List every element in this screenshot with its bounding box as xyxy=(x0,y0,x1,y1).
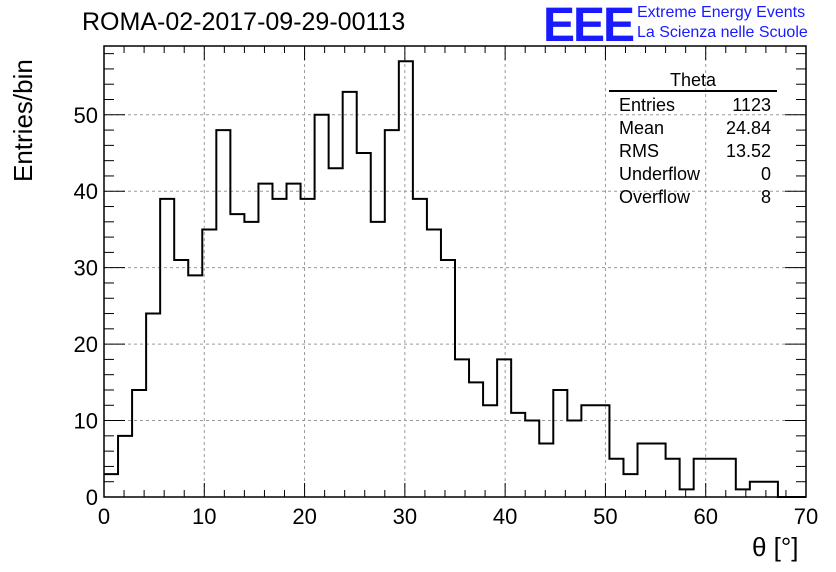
histogram-bar xyxy=(764,482,778,497)
y-axis-label: Entries/bin xyxy=(8,59,38,182)
histogram-bar xyxy=(609,459,623,497)
histogram-bar xyxy=(638,443,652,497)
histogram-bar xyxy=(329,168,343,497)
stats-row-underflow: Underflow 0 xyxy=(609,163,777,186)
histogram-bar xyxy=(357,153,371,497)
y-tick-label: 30 xyxy=(74,256,98,281)
y-tick-label: 10 xyxy=(74,409,98,434)
histogram-bar xyxy=(652,443,666,497)
histogram-bar xyxy=(272,199,286,497)
logo-caption: Extreme Energy Events La Scienza nelle S… xyxy=(637,3,808,43)
histogram-bar xyxy=(511,413,525,497)
histogram-bar xyxy=(750,482,764,497)
histogram-bar xyxy=(666,459,680,497)
histogram-bar xyxy=(216,130,230,497)
histogram-bar xyxy=(104,474,118,497)
histogram-bar xyxy=(258,184,272,497)
histogram-bar xyxy=(427,229,441,497)
y-tick-label: 20 xyxy=(74,332,98,357)
plot-frame xyxy=(103,45,807,498)
histogram-bar xyxy=(287,184,301,497)
histogram-bar xyxy=(497,359,511,497)
histogram-bar xyxy=(315,115,329,497)
histogram-bar xyxy=(118,436,132,497)
stats-value: 1123 xyxy=(732,95,771,115)
histogram-bar xyxy=(595,405,609,497)
histogram-bar xyxy=(413,199,427,497)
histogram-bar xyxy=(525,421,539,497)
stats-title: Theta xyxy=(609,70,777,92)
stats-box: Theta Entries 1123 Mean 24.84 RMS 13.52 … xyxy=(609,70,777,209)
histogram-bar xyxy=(188,275,202,497)
stats-label: Entries xyxy=(619,95,676,115)
x-tick-label: 60 xyxy=(693,504,717,529)
histogram-bar xyxy=(567,421,581,497)
histogram-bar xyxy=(722,459,736,497)
histogram-bar xyxy=(230,214,244,497)
x-tick-label: 0 xyxy=(98,504,110,529)
histogram-bar xyxy=(399,61,413,497)
x-tick-label: 10 xyxy=(192,504,216,529)
histogram-bar xyxy=(736,489,750,497)
stats-row-entries: Entries 1123 xyxy=(609,94,777,117)
y-tick-label: 40 xyxy=(74,179,98,204)
x-axis-label: θ [°] xyxy=(752,532,799,562)
histogram-bar xyxy=(160,199,174,497)
histogram-bar xyxy=(483,405,497,497)
stats-value: 0 xyxy=(760,164,771,184)
histogram-bar xyxy=(581,405,595,497)
stats-row-overflow: Overflow 8 xyxy=(609,186,777,209)
histogram-bar xyxy=(202,229,216,497)
histogram-bar xyxy=(441,260,455,497)
stats-label: Mean xyxy=(619,118,665,138)
stats-label: RMS xyxy=(619,141,659,161)
logo-caption-line2: La Scienza nelle Scuole xyxy=(637,24,808,41)
stats-value: 13.52 xyxy=(725,141,771,161)
y-tick-label: 50 xyxy=(74,103,98,128)
x-tick-label: 70 xyxy=(794,504,818,529)
histogram-bar xyxy=(371,222,385,497)
x-tick-label: 30 xyxy=(393,504,417,529)
chart-title: ROMA-02-2017-09-29-00113 xyxy=(82,8,406,36)
histogram-bar xyxy=(146,314,160,497)
histogram-bar xyxy=(469,382,483,497)
histogram-bar xyxy=(680,489,694,497)
histogram-bar xyxy=(455,359,469,497)
histogram-bar xyxy=(623,474,637,497)
histogram-bar xyxy=(244,222,258,497)
y-tick-label: 0 xyxy=(86,485,98,510)
histogram-bar xyxy=(708,459,722,497)
axis-ticks xyxy=(103,46,807,498)
stats-row-rms: RMS 13.52 xyxy=(609,140,777,163)
histogram-bar xyxy=(694,459,708,497)
stats-row-mean: Mean 24.84 xyxy=(609,117,777,140)
x-tick-label: 40 xyxy=(493,504,517,529)
histogram-bar xyxy=(343,92,357,497)
tick-labels: 0 10 20 30 40 50 60 70 0 10 20 30 40 50 xyxy=(74,103,819,529)
histogram-bar xyxy=(174,260,188,497)
stats-value: 8 xyxy=(760,187,771,207)
histogram-bar xyxy=(132,390,146,497)
histogram-bar xyxy=(539,443,553,497)
eee-logo: EEE xyxy=(543,0,635,52)
x-tick-label: 20 xyxy=(292,504,316,529)
histogram-bar xyxy=(301,199,315,497)
histogram-outline xyxy=(104,60,806,498)
logo-caption-line1: Extreme Energy Events xyxy=(637,4,806,21)
stats-label: Underflow xyxy=(619,164,701,184)
x-tick-label: 50 xyxy=(593,504,617,529)
stats-label: Overflow xyxy=(619,187,691,207)
histogram-bar xyxy=(553,390,567,497)
stats-value: 24.84 xyxy=(725,118,771,138)
histogram-bar xyxy=(385,130,399,497)
